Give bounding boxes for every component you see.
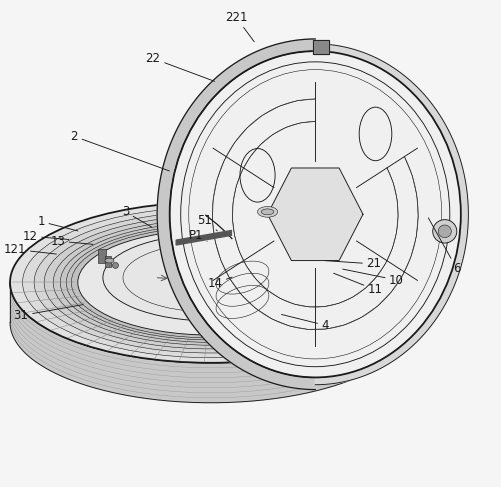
Text: 11: 11 (333, 273, 382, 296)
Text: 1: 1 (38, 215, 78, 231)
Ellipse shape (103, 234, 318, 321)
Ellipse shape (78, 230, 343, 335)
Polygon shape (315, 44, 467, 385)
Ellipse shape (71, 227, 350, 338)
Text: 10: 10 (342, 269, 403, 286)
Bar (320, 254, 327, 263)
Text: 22: 22 (145, 52, 214, 81)
Polygon shape (312, 40, 329, 54)
Ellipse shape (10, 202, 411, 363)
Text: 2: 2 (71, 130, 169, 171)
Bar (311, 254, 320, 266)
Text: 6: 6 (427, 218, 459, 275)
Text: P1: P1 (188, 229, 207, 242)
Bar (98, 249, 106, 263)
Text: 3: 3 (122, 206, 152, 227)
Ellipse shape (66, 225, 355, 340)
Bar (105, 256, 111, 267)
Text: 121: 121 (4, 243, 56, 256)
Text: 51: 51 (197, 214, 217, 231)
Ellipse shape (169, 51, 460, 377)
Ellipse shape (221, 274, 256, 289)
Circle shape (112, 262, 118, 268)
Ellipse shape (261, 209, 274, 215)
Circle shape (226, 280, 240, 293)
Text: 21: 21 (325, 258, 381, 270)
Circle shape (432, 220, 456, 243)
Polygon shape (267, 168, 362, 261)
Ellipse shape (53, 220, 368, 345)
Circle shape (437, 225, 450, 238)
Ellipse shape (257, 206, 277, 217)
Ellipse shape (44, 216, 377, 349)
Ellipse shape (60, 223, 361, 342)
Ellipse shape (23, 207, 398, 357)
Polygon shape (10, 282, 411, 403)
Circle shape (212, 288, 218, 294)
Ellipse shape (34, 212, 387, 353)
Text: 31: 31 (14, 304, 83, 322)
Text: 221: 221 (224, 11, 254, 42)
Bar (196, 239, 217, 248)
Text: 13: 13 (50, 235, 93, 247)
Text: 14: 14 (207, 277, 231, 290)
Text: 4: 4 (281, 315, 328, 332)
Text: 12: 12 (23, 230, 69, 243)
Polygon shape (157, 39, 315, 390)
Ellipse shape (105, 258, 114, 263)
